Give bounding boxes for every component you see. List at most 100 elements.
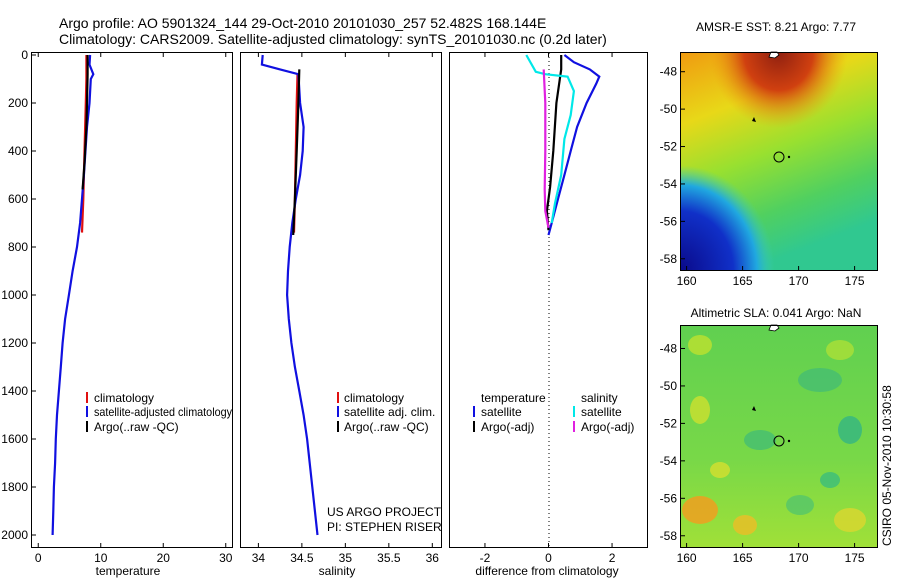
lat-tick-label: -58 xyxy=(660,252,678,266)
land-island-west xyxy=(752,117,756,122)
sst-cold-water xyxy=(680,52,877,270)
x-tick-label: -2 xyxy=(480,551,491,565)
salinity-panel: 34 34.5 35 35.5 36 salinity climatology sate… xyxy=(240,52,442,578)
lon-tick-label: 160 xyxy=(677,551,697,565)
temperature-xlabel: temperature xyxy=(96,564,161,578)
x-tick-label: 34.5 xyxy=(290,551,314,565)
series-argo-raw-qc xyxy=(292,69,301,236)
project-line-1: US ARGO PROJECT xyxy=(327,505,442,519)
lat-tick-label: -50 xyxy=(660,102,678,116)
y-tick-label: 1000 xyxy=(1,288,28,302)
lat-tick-label: -50 xyxy=(660,379,678,393)
difference-series xyxy=(525,54,601,236)
sst-map-ticks: -48 -50 -52 -54 -56 -58 160 165 170 175 xyxy=(660,65,865,288)
legend-temp-argo-adj: Argo(-adj) xyxy=(481,420,534,434)
lon-tick-label: 175 xyxy=(845,551,865,565)
legend-header-temperature: temperature xyxy=(481,391,546,405)
lon-tick-label: 165 xyxy=(733,551,753,565)
y-tick-label: 2000 xyxy=(1,528,28,542)
project-line-2: PI: STEPHEN RISER xyxy=(327,520,442,534)
lon-tick-label: 175 xyxy=(845,274,865,288)
lat-tick-label: -58 xyxy=(660,529,678,543)
temperature-ticks: 0 10 20 30 0 200 400 600 800 1000 1200 1400 1600 1800… xyxy=(1,48,232,565)
land-island-west xyxy=(752,406,756,411)
y-tick-label: 800 xyxy=(8,240,28,254)
x-tick-label: 30 xyxy=(219,551,233,565)
credit-text: CSIRO 05-Nov-2010 10:30:58 xyxy=(880,385,894,546)
lat-tick-label: -56 xyxy=(660,214,678,228)
x-tick-label: 2 xyxy=(609,551,616,565)
y-tick-label: 200 xyxy=(8,96,28,110)
salinity-ticks: 34 34.5 35 35.5 36 xyxy=(252,53,440,565)
temperature-legend: climatology satellite-adjusted climatolo… xyxy=(86,391,232,434)
x-tick-label: 35 xyxy=(339,551,353,565)
sla-map-axes xyxy=(680,325,878,548)
lat-tick-label: -52 xyxy=(660,416,678,430)
x-tick-label: 10 xyxy=(94,551,108,565)
y-tick-label: 1800 xyxy=(1,480,28,494)
series-argo-raw-qc xyxy=(81,55,89,190)
legend-satellite-adj-clim: satellite adj. clim. xyxy=(344,405,435,419)
legend-sal-satellite: satellite xyxy=(581,405,622,419)
y-tick-label: 1600 xyxy=(1,432,28,446)
series-temperature-satellite xyxy=(547,54,601,236)
lon-tick-label: 170 xyxy=(789,274,809,288)
legend-temp-satellite: satellite xyxy=(481,405,522,419)
y-tick-label: 400 xyxy=(8,144,28,158)
sst-map-axes xyxy=(680,52,878,271)
lat-tick-label: -54 xyxy=(660,454,678,468)
temperature-panel: 0 10 20 30 0 200 400 600 800 1000 1200 1400 1600 1800… xyxy=(1,48,233,578)
salinity-axes xyxy=(240,52,442,548)
x-tick-label: 0 xyxy=(545,551,552,565)
legend-header-salinity: salinity xyxy=(581,391,618,405)
x-tick-label: 36 xyxy=(426,551,440,565)
series-salinity-satellite xyxy=(525,54,576,224)
difference-ticks: -2 0 2 xyxy=(480,53,616,565)
lat-tick-label: -52 xyxy=(660,140,678,154)
legend-argo-raw: Argo(..raw -QC) xyxy=(344,420,429,434)
series-climatology xyxy=(80,55,88,233)
legend-satellite-adjusted: satellite-adjusted climatology xyxy=(94,405,232,419)
temperature-series xyxy=(51,54,95,536)
legend-climatology: climatology xyxy=(94,391,154,405)
small-island xyxy=(787,155,791,159)
title-line-1: Argo profile: AO 5901324_144 29-Oct-2010… xyxy=(59,15,546,31)
sla-map-title: Altimetric SLA: 0.041 Argo: NaN xyxy=(691,306,862,320)
sla-map-panel: Altimetric SLA: 0.041 Argo: NaN -48 -50 -5… xyxy=(660,306,878,565)
sla-anomaly-patches xyxy=(682,335,866,535)
sst-map-panel: AMSR-E SST: 8.21 Argo: 7.77 -48 -50 -52 -54… xyxy=(660,20,878,288)
x-tick-label: 35.5 xyxy=(377,551,401,565)
x-tick-label: 0 xyxy=(35,551,42,565)
series-salinity-argo-adj xyxy=(542,69,550,229)
y-tick-label: 600 xyxy=(8,192,28,206)
x-tick-label: 34 xyxy=(252,551,266,565)
difference-legend: temperature salinity satellite Argo(-adj… xyxy=(473,391,634,434)
float-location-marker xyxy=(773,151,785,163)
y-tick-label: 0 xyxy=(21,48,28,62)
legend-sal-argo-adj: Argo(-adj) xyxy=(581,420,634,434)
y-tick-label: 1400 xyxy=(1,384,28,398)
difference-axes xyxy=(449,52,648,548)
lat-tick-label: -56 xyxy=(660,491,678,505)
difference-panel: -2 0 2 difference from climatology tempera… xyxy=(449,52,648,578)
salinity-series xyxy=(260,54,319,536)
series-satellite-adjusted-climatology xyxy=(51,54,95,536)
y-tick-label: 1200 xyxy=(1,336,28,350)
series-satellite-adj-clim xyxy=(260,54,319,536)
lon-tick-label: 165 xyxy=(733,274,753,288)
title-line-2: Climatology: CARS2009. Satellite-adjuste… xyxy=(59,31,607,47)
lon-tick-label: 170 xyxy=(789,551,809,565)
x-tick-label: 20 xyxy=(157,551,171,565)
lat-tick-label: -54 xyxy=(660,177,678,191)
sla-map-ticks: -48 -50 -52 -54 -56 -58 160 165 170 175 xyxy=(660,341,865,565)
legend-climatology: climatology xyxy=(344,391,404,405)
salinity-xlabel: salinity xyxy=(319,564,356,578)
small-island xyxy=(787,439,791,443)
salinity-legend: climatology satellite adj. clim. Argo(..… xyxy=(337,391,435,434)
difference-xlabel: difference from climatology xyxy=(475,564,618,578)
float-location-marker xyxy=(773,435,785,447)
sst-map-title: AMSR-E SST: 8.21 Argo: 7.77 xyxy=(696,20,856,34)
lat-tick-label: -48 xyxy=(660,341,678,355)
lon-tick-label: 160 xyxy=(677,274,697,288)
